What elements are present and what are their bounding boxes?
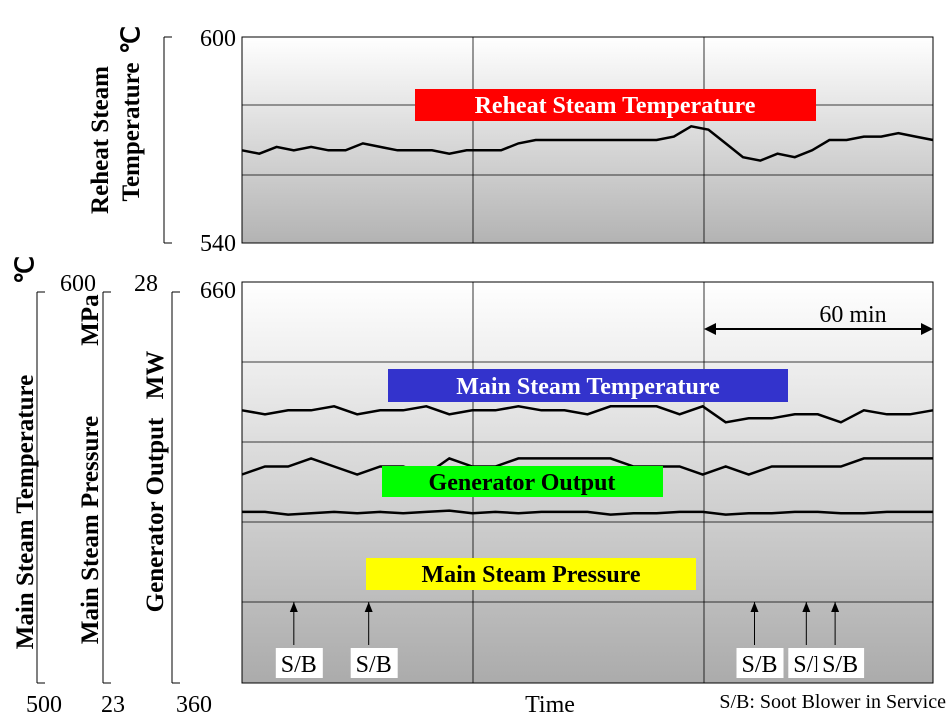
- top-ylabel-line1: Reheat Steam: [87, 66, 114, 214]
- ylabel-main-steam-pressure: Main Steam Pressure: [77, 416, 104, 644]
- sb-label: S/B: [281, 652, 317, 678]
- axis-line-main-steam-temperature: [36, 291, 45, 684]
- sb-marker: S/B: [275, 602, 323, 678]
- axis-bottom-main-steam-pressure: 23: [101, 692, 125, 717]
- axis-bottom-generator-output: 360: [176, 692, 212, 717]
- sb-label-box: [736, 648, 784, 678]
- sb-arrow-head: [802, 602, 811, 612]
- sb-label: S/B: [356, 652, 392, 678]
- axis-bottom-main-steam-temperature: 500: [26, 692, 62, 717]
- ylabel-main-steam-temperature: Main Steam Temperature: [12, 375, 39, 650]
- soot-blower-markers: S/B S/B S/B S/B: [275, 602, 865, 678]
- duration-arrow-right-head: [921, 323, 933, 335]
- top-ylabel-line2: Temperature: [118, 63, 145, 202]
- ylabel-generator-output: Generator Output: [142, 417, 169, 612]
- series-label-main-steam-pressure: Main Steam Pressure: [421, 562, 640, 588]
- label-box-main-steam-temperature: [388, 369, 788, 402]
- ylabel-unit-generator-output: MW: [142, 351, 169, 400]
- axis-line-generator-output: [171, 291, 180, 684]
- sb-marker: S/B: [350, 602, 398, 678]
- label-box-main-steam-pressure: [366, 558, 696, 590]
- axis-line-main-steam-pressure: [102, 291, 111, 684]
- series-label-main-steam-temperature: Main Steam Temperature: [456, 374, 720, 400]
- sb-marker: S/B: [817, 602, 865, 678]
- series-generator-output: [242, 509, 933, 516]
- x-axis-label: Time: [525, 692, 575, 717]
- axis-top-main-steam-pressure: 28: [134, 271, 158, 297]
- label-box-generator-output: [382, 466, 663, 497]
- top-panel: 600 540 Reheat Steam Temperature ℃ Rehea…: [87, 26, 934, 257]
- axis-top-generator-output: 660: [200, 278, 236, 304]
- duration-arrow-left-head: [704, 323, 716, 335]
- footnote: S/B: Soot Blower in Service: [719, 691, 946, 713]
- sb-label-box: [275, 648, 323, 678]
- sb-arrow-head: [750, 602, 759, 612]
- series-reheat-steam-temperature: [241, 124, 934, 162]
- label-box-reheat: [415, 89, 816, 121]
- sb-arrow-head: [289, 602, 298, 612]
- bottom-panel: 600 28 660 500 23 360 Main Steam Tempera…: [12, 256, 946, 717]
- top-ylabel-unit: ℃: [118, 26, 145, 54]
- sb-marker: S/B: [736, 602, 784, 678]
- sb-label-box: [817, 648, 865, 678]
- series-label-generator-output: Generator Output: [429, 470, 616, 496]
- series-main-steam-pressure: [241, 457, 933, 476]
- axis-top-main-steam-temperature: 600: [60, 271, 96, 297]
- sb-arrow-head: [831, 602, 840, 612]
- ylabel-unit-main-steam-temperature: ℃: [12, 256, 39, 284]
- ylabel-unit-main-steam-pressure: MPa: [77, 294, 104, 346]
- sb-label: S/B: [741, 652, 777, 678]
- sb-label: S/B: [822, 652, 858, 678]
- duration-label: 60 min: [819, 302, 886, 328]
- sb-arrow-head: [364, 602, 373, 612]
- top-y-axis-line: [163, 36, 172, 244]
- series-label-reheat: Reheat Steam Temperature: [475, 93, 756, 119]
- top-y-tick-top: 600: [200, 26, 236, 52]
- sb-label-box: [350, 648, 398, 678]
- series-main-steam-temperature: [241, 404, 934, 424]
- top-y-tick-bottom: 540: [200, 231, 236, 257]
